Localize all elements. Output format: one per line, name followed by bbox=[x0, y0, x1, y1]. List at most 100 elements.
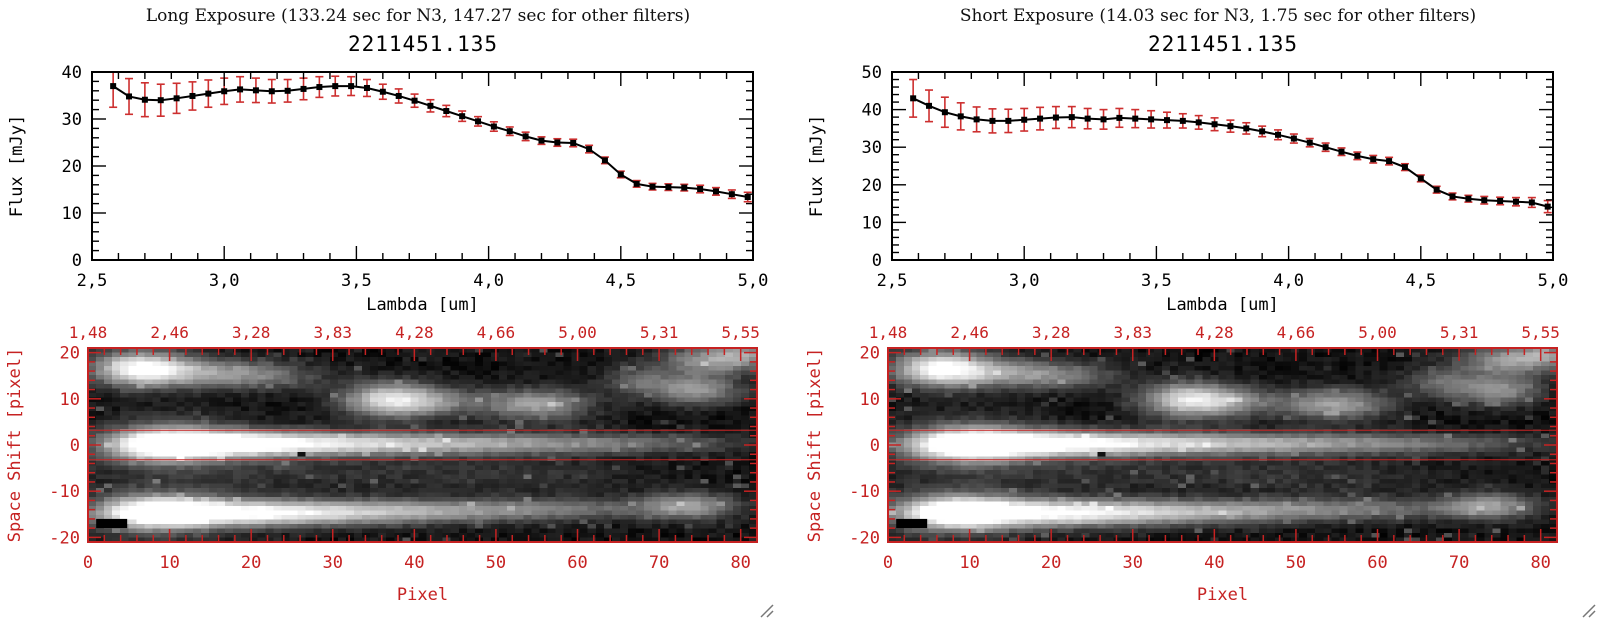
x-tick-label: 50 bbox=[1286, 553, 1306, 573]
data-point-marker bbox=[1100, 116, 1107, 123]
data-point-marker bbox=[1084, 115, 1091, 122]
data-point-marker bbox=[395, 92, 402, 99]
panel-long-exposure: Long Exposure (133.24 sec for N3, 147.27… bbox=[0, 6, 800, 618]
y-tick-label: -20 bbox=[49, 528, 80, 548]
data-point-marker bbox=[427, 102, 434, 109]
data-point-marker bbox=[1290, 135, 1297, 142]
wavelength-top-tick-label: 5,31 bbox=[640, 323, 679, 342]
data-point-marker bbox=[1528, 199, 1535, 206]
x-tick-label: 80 bbox=[1530, 553, 1550, 573]
spectral-image-plot: 0 10 20 30 40 50 60 70 80 -20 -10 0 10 20 1,48 2,46 3,28… bbox=[800, 312, 1600, 612]
data-point-marker bbox=[459, 113, 466, 120]
data-point-marker bbox=[110, 83, 117, 90]
data-point-marker bbox=[490, 123, 497, 130]
y-axis-label: Flux [mJy] bbox=[807, 115, 827, 217]
wavelength-top-tick-label: 4,66 bbox=[477, 323, 516, 342]
x-tick-label: 50 bbox=[486, 553, 506, 573]
data-point-marker bbox=[1148, 116, 1155, 123]
data-point-marker bbox=[379, 88, 386, 95]
y-tick-label: 10 bbox=[860, 390, 880, 410]
y-tick-label: 0 bbox=[70, 436, 80, 456]
wavelength-top-tick-label: 2,46 bbox=[950, 323, 989, 342]
x-tick-label: 5,0 bbox=[1538, 271, 1569, 291]
data-point-marker bbox=[1417, 175, 1424, 182]
x-tick-label: 3,5 bbox=[1141, 271, 1172, 291]
data-point-marker bbox=[1005, 117, 1012, 124]
y-tick-label: 0 bbox=[870, 436, 880, 456]
x-tick-label: 40 bbox=[404, 553, 424, 573]
data-point-marker bbox=[1275, 131, 1282, 138]
x-axis-label: Lambda [um] bbox=[1166, 295, 1279, 312]
data-point-marker bbox=[665, 184, 672, 191]
y-tick-label: 40 bbox=[862, 101, 882, 121]
wavelength-top-tick-label: 4,28 bbox=[395, 323, 434, 342]
y-axis-label: Space Shift [pixel] bbox=[5, 348, 25, 542]
panel-short-exposure: Short Exposure (14.03 sec for N3, 1.75 s… bbox=[800, 0, 1600, 630]
object-id-title: 2211451.135 bbox=[347, 32, 499, 56]
data-point-marker bbox=[1481, 197, 1488, 204]
data-point-marker bbox=[284, 87, 291, 94]
x-tick-label: 10 bbox=[959, 553, 979, 573]
resize-grip-icon[interactable] bbox=[1580, 602, 1596, 618]
data-point-marker bbox=[1052, 114, 1059, 121]
data-point-marker bbox=[141, 96, 148, 103]
detector-image bbox=[88, 348, 757, 542]
mask-marker bbox=[896, 518, 928, 529]
y-tick-label: 20 bbox=[62, 157, 82, 177]
data-point-marker bbox=[252, 87, 259, 94]
panel-header-title: Long Exposure (133.24 sec for N3, 147.27… bbox=[145, 6, 691, 26]
data-point-marker bbox=[157, 97, 164, 104]
spectrum-svg: 2,5 3,0 3,5 4,0 4,5 5,0 0 10 20 30 40 Lambda [um] Fl… bbox=[7, 63, 769, 315]
x-tick-label: 70 bbox=[1449, 553, 1469, 573]
wavelength-top-tick-label: 5,55 bbox=[721, 323, 760, 342]
data-point-marker bbox=[411, 97, 418, 104]
wavelength-top-tick-label: 3,28 bbox=[1032, 323, 1071, 342]
wavelength-top-tick-label: 5,55 bbox=[1521, 323, 1560, 342]
x-tick-label: 5,0 bbox=[738, 271, 769, 291]
data-point-marker bbox=[475, 118, 482, 125]
x-tick-label: 0 bbox=[83, 553, 93, 573]
data-point-marker bbox=[1037, 115, 1044, 122]
data-point-marker bbox=[348, 83, 355, 90]
data-point-marker bbox=[522, 133, 529, 140]
y-axis-label: Flux [mJy] bbox=[7, 115, 27, 217]
x-tick-label: 3,5 bbox=[341, 271, 372, 291]
y-tick-label: 40 bbox=[62, 63, 82, 83]
data-point-marker bbox=[712, 188, 719, 195]
data-point-marker bbox=[1259, 128, 1266, 135]
data-point-marker bbox=[1386, 158, 1393, 165]
y-tick-label: 50 bbox=[862, 63, 882, 83]
x-tick-label: 3,0 bbox=[1009, 271, 1040, 291]
data-point-marker bbox=[1211, 121, 1218, 128]
x-axis-label: Pixel bbox=[1197, 585, 1248, 605]
data-point-marker bbox=[1179, 117, 1186, 124]
x-tick-label: 4,5 bbox=[605, 271, 636, 291]
wavelength-top-tick-label: 4,28 bbox=[1195, 323, 1234, 342]
data-point-marker bbox=[126, 93, 133, 100]
x-tick-label: 0 bbox=[883, 553, 893, 573]
data-point-marker bbox=[1449, 193, 1456, 200]
x-tick-label: 40 bbox=[1204, 553, 1224, 573]
data-point-marker bbox=[1163, 117, 1170, 124]
data-point-marker bbox=[268, 88, 275, 95]
x-tick-label: 3,0 bbox=[209, 271, 240, 291]
data-point-marker bbox=[1068, 114, 1075, 121]
data-point-marker bbox=[1132, 115, 1139, 122]
x-axis-label: Pixel bbox=[397, 585, 448, 605]
x-tick-label: 80 bbox=[730, 553, 750, 573]
wavelength-top-tick-label: 5,00 bbox=[558, 323, 597, 342]
spectral-image-plot: 0 10 20 30 40 50 60 70 80 -20 -10 0 10 20 1,48 2,46 3,28… bbox=[0, 312, 800, 612]
data-point-marker bbox=[744, 194, 751, 201]
resize-grip-icon[interactable] bbox=[758, 602, 774, 618]
data-point-marker bbox=[1227, 123, 1234, 130]
data-point-marker bbox=[941, 109, 948, 116]
y-tick-label: 0 bbox=[872, 251, 882, 271]
data-point-marker bbox=[538, 137, 545, 144]
y-tick-label: 20 bbox=[862, 176, 882, 196]
wavelength-top-tick-label: 5,31 bbox=[1440, 323, 1479, 342]
data-point-marker bbox=[728, 191, 735, 198]
data-point-marker bbox=[1322, 144, 1329, 151]
y-tick-label: 0 bbox=[72, 251, 82, 271]
wavelength-top-tick-label: 1,48 bbox=[869, 323, 908, 342]
